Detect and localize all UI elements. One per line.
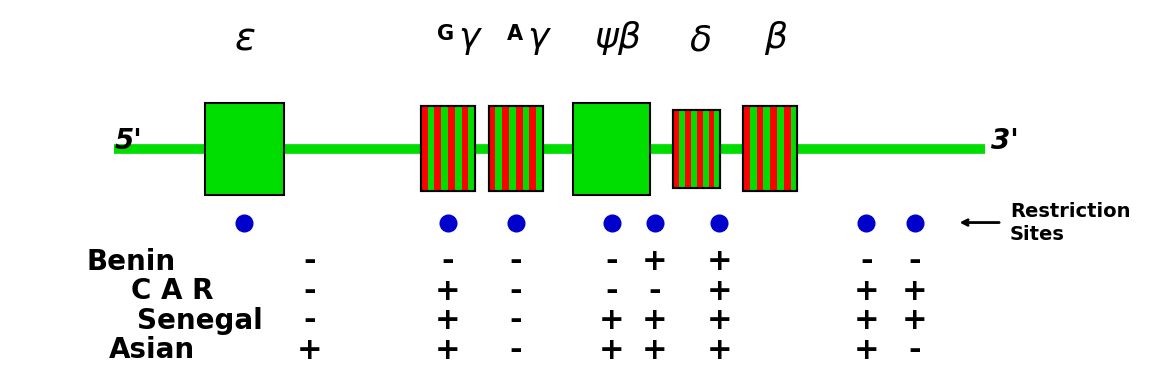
Text: -: - <box>860 247 872 276</box>
Text: +: + <box>642 306 668 335</box>
Bar <box>502 106 509 191</box>
Text: +: + <box>854 336 879 365</box>
Bar <box>685 110 691 188</box>
Text: Asian: Asian <box>109 336 194 364</box>
Text: $\gamma$: $\gamma$ <box>458 23 484 57</box>
Bar <box>448 106 455 191</box>
Bar <box>790 106 797 191</box>
Text: -: - <box>304 277 316 306</box>
Bar <box>750 106 757 191</box>
Bar <box>771 106 778 191</box>
Text: -: - <box>304 306 316 335</box>
Bar <box>783 106 790 191</box>
Text: Senegal: Senegal <box>137 307 263 335</box>
Text: C A R: C A R <box>132 278 214 305</box>
Text: +: + <box>707 247 732 276</box>
Text: +: + <box>435 277 460 306</box>
Bar <box>673 110 721 188</box>
Text: +: + <box>435 306 460 335</box>
Bar <box>673 110 679 188</box>
Text: -: - <box>649 277 661 306</box>
Bar <box>757 106 764 191</box>
Bar <box>488 106 543 191</box>
Text: +: + <box>599 306 625 335</box>
Bar <box>455 106 462 191</box>
Bar <box>574 103 650 195</box>
Text: +: + <box>707 306 732 335</box>
Text: -: - <box>304 247 316 276</box>
Text: +: + <box>642 247 668 276</box>
Text: +: + <box>707 336 732 365</box>
Bar <box>715 110 721 188</box>
Bar <box>523 106 530 191</box>
Bar <box>697 110 702 188</box>
Bar <box>469 106 476 191</box>
Text: -: - <box>605 247 618 276</box>
Bar <box>428 106 434 191</box>
Text: +: + <box>707 277 732 306</box>
Bar <box>673 110 721 188</box>
Text: $\delta$: $\delta$ <box>688 23 712 57</box>
Text: +: + <box>854 277 879 306</box>
Text: +: + <box>435 336 460 365</box>
Text: -: - <box>509 336 522 365</box>
Text: 3': 3' <box>990 126 1018 155</box>
Text: $\gamma$: $\gamma$ <box>528 23 552 57</box>
Text: +: + <box>902 277 928 306</box>
Bar <box>488 106 543 191</box>
Text: +: + <box>854 306 879 335</box>
Text: -: - <box>908 247 921 276</box>
Bar <box>421 106 428 191</box>
Text: +: + <box>642 336 668 365</box>
Bar <box>764 106 771 191</box>
Text: +: + <box>902 306 928 335</box>
Text: G: G <box>437 24 455 44</box>
Text: +: + <box>599 336 625 365</box>
Bar <box>702 110 708 188</box>
Bar <box>421 106 476 191</box>
Bar <box>778 106 783 191</box>
Text: -: - <box>509 247 522 276</box>
Text: -: - <box>605 277 618 306</box>
Bar <box>743 106 797 191</box>
Bar <box>708 110 715 188</box>
Bar <box>441 106 448 191</box>
Text: $\beta$: $\beta$ <box>764 19 788 57</box>
Bar <box>421 106 476 191</box>
Text: -: - <box>908 336 921 365</box>
Bar <box>205 103 283 195</box>
Bar <box>495 106 502 191</box>
Bar <box>462 106 469 191</box>
Bar <box>516 106 523 191</box>
Bar <box>536 106 543 191</box>
Bar <box>509 106 516 191</box>
Text: Restriction: Restriction <box>1010 201 1130 220</box>
Bar <box>743 106 750 191</box>
Bar <box>679 110 685 188</box>
Bar <box>488 106 495 191</box>
Text: -: - <box>509 277 522 306</box>
Text: -: - <box>509 306 522 335</box>
Text: $\varepsilon$: $\varepsilon$ <box>234 19 256 57</box>
Bar <box>743 106 797 191</box>
Text: 5': 5' <box>115 126 142 155</box>
Bar <box>434 106 441 191</box>
Text: Benin: Benin <box>86 248 176 276</box>
Text: $\psi\beta$: $\psi\beta$ <box>594 19 641 57</box>
Bar <box>530 106 536 191</box>
Text: A: A <box>507 24 523 44</box>
Text: -: - <box>442 247 455 276</box>
Text: Sites: Sites <box>1010 225 1064 244</box>
Text: +: + <box>297 336 323 365</box>
Bar <box>691 110 697 188</box>
